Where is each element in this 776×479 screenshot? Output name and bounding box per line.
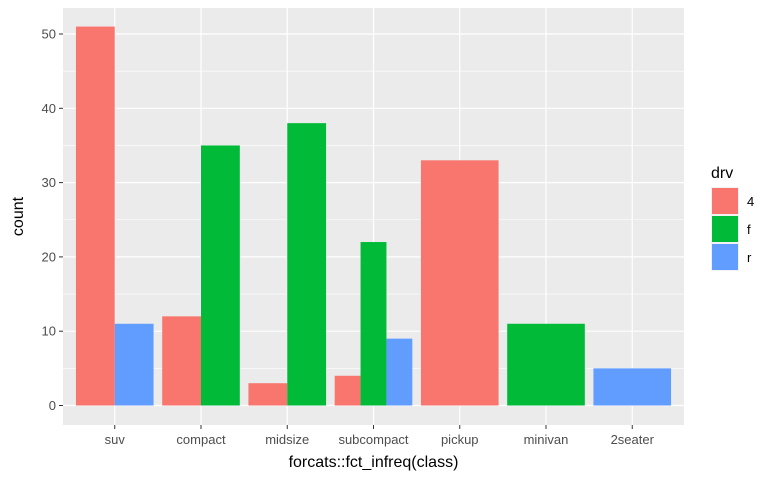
x-tick-label: suv bbox=[105, 432, 126, 447]
x-tick-label: subcompact bbox=[338, 432, 408, 447]
bar-pickup-4 bbox=[420, 160, 499, 406]
x-tick-label: compact bbox=[176, 432, 226, 447]
bar-midsize-4 bbox=[248, 383, 288, 406]
legend-label-r: r bbox=[747, 250, 752, 265]
legend-swatch-4 bbox=[712, 188, 738, 214]
legend-swatch-f bbox=[712, 216, 738, 242]
legend-swatch-r bbox=[712, 244, 738, 270]
y-tick-label: 20 bbox=[42, 249, 56, 264]
legend-label-f: f bbox=[747, 222, 751, 237]
bars bbox=[75, 26, 672, 406]
x-tick-label: minivan bbox=[524, 432, 569, 447]
legend-label-4: 4 bbox=[747, 194, 754, 209]
y-tick-label: 30 bbox=[42, 175, 56, 190]
bar-compact-4 bbox=[162, 316, 201, 406]
bar-compact-f bbox=[201, 145, 240, 406]
bar-2seater-r bbox=[593, 368, 672, 406]
y-axis-ticks: 0 10 20 30 40 50 bbox=[42, 27, 63, 413]
bar-subcompact-r bbox=[386, 338, 413, 406]
legend-title: drv bbox=[711, 165, 733, 182]
y-tick-label: 10 bbox=[42, 324, 56, 339]
x-axis-title: forcats::fct_infreq(class) bbox=[289, 454, 459, 471]
x-axis-ticks: suv compact midsize subcompact pickup minivan… bbox=[105, 425, 655, 447]
x-tick-label: 2seater bbox=[611, 432, 655, 447]
bar-suv-r bbox=[114, 323, 154, 406]
bar-subcompact-f bbox=[360, 242, 387, 406]
bar-midsize-f bbox=[287, 123, 327, 406]
bar-suv-4 bbox=[75, 26, 115, 406]
y-axis-title: count bbox=[10, 196, 27, 236]
legend: drv 4 fr bbox=[711, 165, 754, 271]
y-tick-label: 50 bbox=[42, 27, 56, 42]
bar-minivan-f bbox=[507, 323, 585, 406]
y-tick-label: 0 bbox=[49, 398, 56, 413]
x-tick-label: pickup bbox=[441, 432, 479, 447]
x-tick-label: midsize bbox=[265, 432, 309, 447]
y-tick-label: 40 bbox=[42, 101, 56, 116]
bar-subcompact-4 bbox=[334, 375, 361, 406]
